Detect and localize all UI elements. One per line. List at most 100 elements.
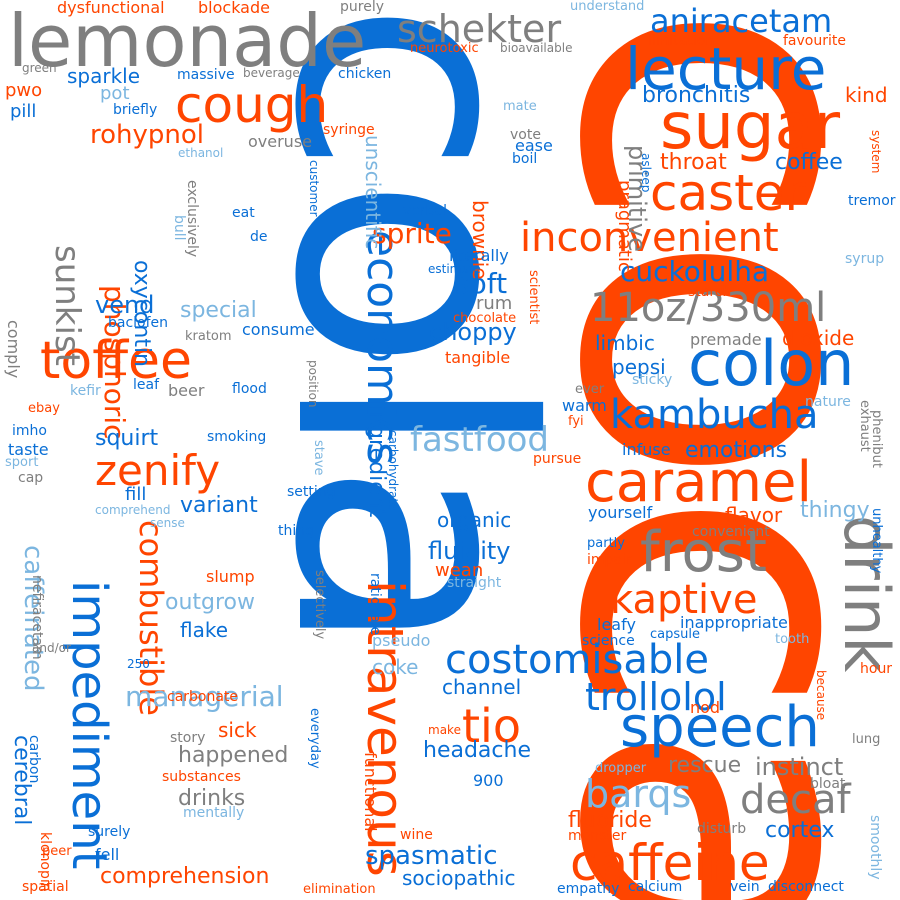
word-outgrow: outgrow	[165, 590, 256, 615]
word-massive: massive	[177, 67, 235, 83]
word-happened: happened	[178, 743, 289, 768]
word-monster: monster	[568, 828, 627, 844]
word-system: system	[869, 130, 883, 174]
word-carbon: carbon	[26, 735, 42, 784]
word-green: green	[22, 61, 57, 75]
word-bioavailable: bioavailable	[500, 41, 573, 55]
word-thing: thing	[278, 523, 315, 539]
word-sparkle: sparkle	[67, 64, 141, 88]
word-caffeine: caffeine	[570, 834, 770, 892]
word-throat: throat	[660, 150, 727, 175]
word-drinks: drinks	[178, 786, 246, 811]
word-premade: premade	[690, 330, 762, 349]
word-pursue: pursue	[533, 451, 582, 467]
word-managerial: managerial	[125, 680, 284, 713]
word-literally: literally	[449, 246, 509, 265]
word-kratom: kratom	[185, 329, 232, 344]
word-impair: impair	[587, 552, 632, 568]
word-ethanol: ethanol	[178, 146, 224, 160]
word-channel: channel	[442, 675, 522, 699]
word-spatial: spatial	[22, 879, 69, 895]
word-fyi: fyi	[568, 414, 584, 429]
word-instinct: instinct	[755, 753, 844, 781]
word-empathy: empathy	[557, 881, 620, 897]
word-customer: customer	[307, 160, 321, 217]
word-estimate: estimate	[428, 262, 481, 276]
word-mate: mate	[503, 99, 537, 114]
word-frost: frost	[640, 520, 767, 585]
word-flake: flake	[180, 618, 229, 642]
word-coke: coke	[372, 655, 419, 679]
word-consume: consume	[242, 320, 315, 339]
word-calcium: calcium	[628, 879, 683, 895]
word-eat: eat	[232, 205, 255, 221]
word-imho: imho	[12, 423, 47, 439]
word-straight: straight	[447, 575, 502, 591]
word-exclusively: exclusively	[184, 180, 200, 258]
word-verbal: verbal	[403, 203, 448, 219]
word-setting: setting	[287, 484, 336, 500]
word-dioxide: dioxide	[782, 326, 855, 350]
word-ebay: ebay	[28, 401, 60, 416]
word-headache: headache	[423, 738, 531, 763]
word-and-or: and/or	[32, 641, 71, 655]
word-sugar: sugar	[660, 90, 841, 164]
word-rationale: rationale	[367, 573, 383, 636]
word-story: story	[170, 730, 206, 746]
word-coffee: coffee	[775, 150, 843, 175]
word-scientist: scientist	[526, 270, 541, 325]
word-ease: ease	[515, 136, 553, 155]
word-elimination: elimination	[303, 882, 376, 897]
word-dysfunctional: dysfunctional	[57, 0, 165, 17]
word-boil: boil	[512, 151, 538, 167]
word-disturb: disturb	[697, 821, 747, 837]
word-asleep: asleep	[639, 153, 653, 193]
word-wean: wean	[435, 560, 484, 581]
word-beer: beer	[168, 381, 205, 400]
word-schekter: schekter	[397, 7, 562, 51]
word-lemonade: lemonade	[8, 0, 367, 83]
word-kambucha: kambucha	[610, 392, 819, 438]
word-drink: drink	[830, 515, 900, 673]
word-tremor: tremor	[848, 193, 896, 209]
word-de: de	[250, 229, 268, 245]
word-sprite: sprite	[372, 217, 452, 250]
word-cap: cap	[18, 470, 44, 486]
word-pill: pill	[10, 101, 37, 122]
word-pwo: pwo	[5, 80, 43, 101]
word-purely: purely	[340, 0, 384, 15]
word-flood: flood	[232, 381, 267, 397]
word-250: 250	[127, 657, 150, 671]
word-dropper: dropper	[595, 761, 647, 776]
word-favourite: favourite	[783, 33, 846, 49]
word-unscientific: unscientific	[361, 135, 385, 250]
word-syrup: syrup	[845, 251, 885, 267]
word-cuckolulha: cuckolulha	[620, 255, 770, 288]
word-position: position	[306, 360, 320, 408]
word-bloat: bloat	[810, 776, 846, 792]
word-fluoride: fluoride	[568, 808, 652, 833]
word-rohypnol: rohypnol	[90, 120, 205, 150]
word-special: special	[180, 298, 257, 323]
word-leaf: leaf	[133, 377, 160, 393]
word-flavor: flavor	[725, 503, 783, 527]
word-fell: fell	[95, 845, 120, 864]
word-chocolate: chocolate	[453, 311, 517, 326]
word-blockade: blockade	[198, 0, 270, 17]
word-choppy: choppy	[429, 318, 517, 346]
word-convenient: convenient	[692, 524, 770, 540]
word-nod: nod	[690, 698, 721, 717]
word-partly: partly	[587, 536, 625, 551]
word-peer: peer	[42, 844, 72, 859]
word-11oz-330ml: 11oz/330ml	[590, 285, 827, 331]
word-science: science	[582, 633, 635, 649]
word-taste: taste	[8, 440, 49, 459]
word-900: 900	[473, 771, 504, 790]
word-hour: hour	[860, 661, 893, 677]
word-caramel: caramel	[585, 450, 813, 515]
word-fill: fill	[125, 484, 147, 505]
word-caster: caster	[650, 164, 806, 222]
word-squirt: squirt	[95, 426, 159, 451]
word-ever: ever	[575, 382, 605, 397]
word-vote: vote	[510, 127, 541, 143]
